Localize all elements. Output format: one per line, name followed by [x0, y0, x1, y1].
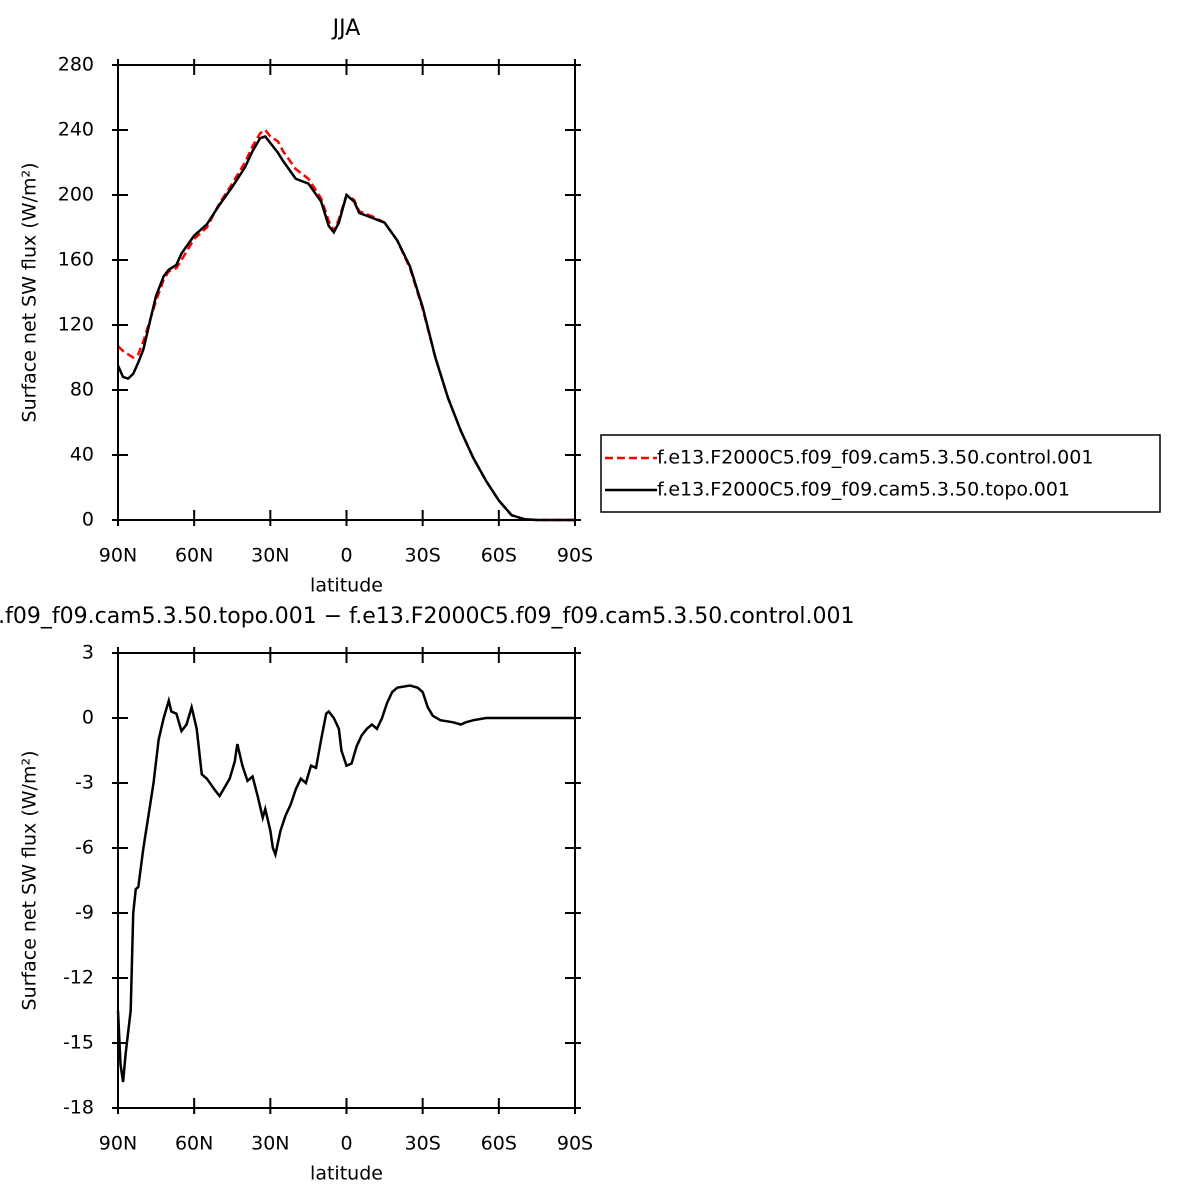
y-tick-label: -12 [63, 967, 94, 989]
y-tick-label: 0 [82, 707, 94, 729]
x-tick-label: 0 [340, 1133, 352, 1155]
y-tick-label: -18 [63, 1097, 94, 1119]
series-line [116, 684, 575, 1083]
x-tick-label: 30S [405, 1133, 441, 1155]
chart-title: JJA [331, 16, 361, 41]
x-tick-label: 60N [175, 545, 213, 567]
x-tick-label: 60N [175, 1133, 213, 1155]
legend-box [600, 434, 1161, 513]
series-line [116, 135, 575, 522]
legend-label: f.e13.F2000C5.f09_f09.cam5.3.50.topo.001 [657, 479, 1070, 501]
y-tick-label: -6 [75, 837, 94, 859]
y-tick-label: 120 [58, 314, 94, 336]
y-tick-label: 40 [70, 444, 94, 466]
x-tick-label: 30N [251, 545, 289, 567]
y-tick-label: 240 [58, 119, 94, 141]
x-tick-label: 90N [99, 1133, 137, 1155]
y-tick-label: 200 [58, 184, 94, 206]
y-tick-label: 0 [82, 509, 94, 531]
plot-frame [117, 652, 576, 1109]
y-tick-label: -3 [75, 772, 94, 794]
plot-frame [117, 64, 576, 521]
y-axis-label: Surface net SW flux (W/m²) [19, 751, 41, 1011]
y-tick-label: 160 [58, 249, 94, 271]
x-tick-label: 60S [481, 1133, 517, 1155]
x-axis-label: latitude [310, 1163, 383, 1185]
y-axis-label: Surface net SW flux (W/m²) [19, 163, 41, 423]
series-line [117, 128, 575, 522]
y-tick-label: 280 [58, 54, 94, 76]
legend-label: f.e13.F2000C5.f09_f09.cam5.3.50.control.… [657, 447, 1093, 469]
x-tick-label: 30S [405, 545, 441, 567]
y-tick-label: -9 [75, 902, 94, 924]
x-tick-label: 0 [340, 545, 352, 567]
y-tick-label: 80 [70, 379, 94, 401]
x-tick-label: 60S [481, 545, 517, 567]
y-tick-label: 3 [82, 642, 94, 664]
x-axis-label: latitude [310, 575, 383, 597]
x-tick-label: 90S [557, 1133, 593, 1155]
y-tick-label: -15 [63, 1032, 94, 1054]
x-tick-label: 30N [251, 1133, 289, 1155]
chart-title: f.e13.F2000C5.f09_f09.cam5.3.50.topo.001… [0, 604, 854, 629]
x-tick-label: 90N [99, 545, 137, 567]
x-tick-label: 90S [557, 545, 593, 567]
